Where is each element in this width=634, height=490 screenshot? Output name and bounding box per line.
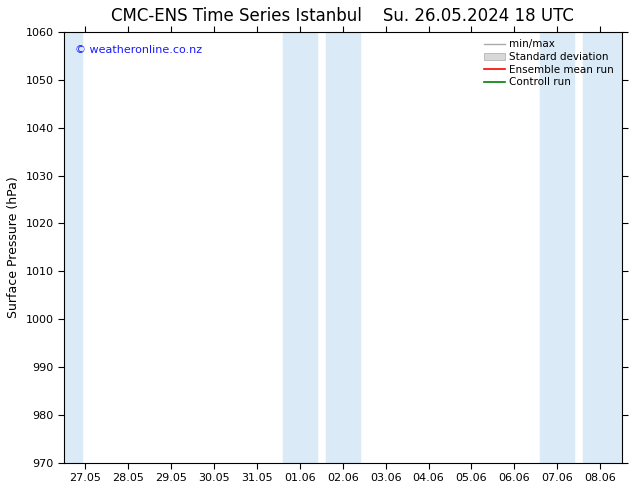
Bar — [326, 32, 360, 463]
Bar — [283, 32, 317, 463]
Bar — [64, 32, 82, 463]
Title: CMC-ENS Time Series Istanbul    Su. 26.05.2024 18 UTC: CMC-ENS Time Series Istanbul Su. 26.05.2… — [112, 7, 574, 25]
Y-axis label: Surface Pressure (hPa): Surface Pressure (hPa) — [7, 176, 20, 318]
Bar — [540, 32, 574, 463]
Bar — [583, 32, 621, 463]
Text: © weatheronline.co.nz: © weatheronline.co.nz — [75, 45, 202, 55]
Legend: min/max, Standard deviation, Ensemble mean run, Controll run: min/max, Standard deviation, Ensemble me… — [482, 37, 616, 89]
